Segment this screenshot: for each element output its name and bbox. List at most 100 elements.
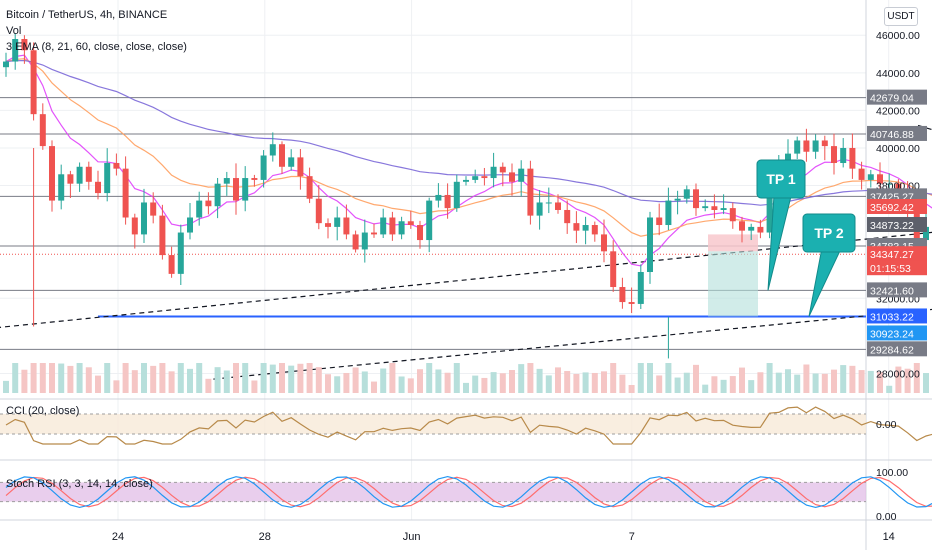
time-tick: 24	[112, 531, 124, 543]
candle-body	[702, 206, 709, 209]
candle-body	[251, 178, 258, 180]
candle	[205, 192, 212, 215]
level-tag-bg	[867, 282, 927, 298]
volume-legend[interactable]: Vol	[6, 25, 22, 37]
candle	[803, 128, 810, 162]
candle-body	[610, 251, 617, 288]
volume-bar	[233, 363, 239, 393]
volume-bar	[877, 372, 883, 393]
volume-bar	[76, 363, 83, 393]
volume-bar	[803, 364, 810, 393]
currency-button[interactable]: USDT	[884, 7, 918, 26]
candle	[840, 138, 847, 168]
volume-bar	[647, 363, 653, 393]
tp-callouts[interactable]: TP 1 TP 2	[756, 159, 856, 317]
level-tag-bg	[867, 89, 927, 105]
volume-bar	[490, 372, 497, 393]
volume-bar	[481, 377, 488, 393]
time-tick: 7	[629, 531, 635, 543]
stoch-tick: 0.00	[876, 511, 897, 523]
candle-body	[205, 200, 212, 207]
candle-body	[159, 215, 166, 256]
candle-body	[104, 163, 111, 194]
candle	[509, 163, 515, 196]
candle-body	[803, 140, 810, 152]
candle	[306, 167, 313, 204]
price-axis[interactable]: 46000.0044000.0042000.0040000.0038000.00…	[867, 30, 927, 523]
candle-body	[196, 200, 203, 218]
candle-body	[536, 202, 543, 216]
level-tag-text: 42679.04	[870, 93, 914, 105]
time-tick: 28	[259, 531, 271, 543]
candle	[361, 219, 368, 263]
volume-bar	[49, 363, 55, 393]
candle-body	[545, 202, 552, 204]
candle	[757, 219, 764, 239]
candle	[196, 191, 203, 226]
volume-bar	[150, 365, 157, 393]
support-tag-text: 31033.22	[870, 311, 914, 323]
candle	[334, 206, 341, 241]
volume-bar	[426, 363, 433, 393]
candle-body	[131, 217, 138, 235]
level-tag: 42679.04	[867, 89, 927, 105]
candle	[481, 167, 488, 186]
ema-tag-text: 34873.22	[870, 220, 914, 232]
trend-lines	[0, 124, 932, 380]
candle-body	[306, 176, 313, 199]
candle	[269, 132, 276, 162]
volume-bar	[711, 376, 718, 393]
candle-body	[729, 208, 736, 222]
candle-body	[481, 176, 488, 179]
candle	[12, 33, 19, 70]
countdown-tag-text: 01:15:53	[870, 263, 911, 275]
candle	[812, 134, 819, 159]
candle	[407, 210, 414, 229]
volume-bar	[904, 368, 911, 393]
level-tag-text: 29284.62	[870, 344, 914, 356]
candle	[426, 197, 433, 253]
volume-bar	[67, 365, 74, 393]
candle	[527, 160, 534, 225]
level-tag: 32421.60	[867, 282, 927, 298]
candle	[168, 246, 175, 278]
candle	[582, 216, 589, 245]
level-tag: 40746.88	[867, 125, 927, 141]
candle	[21, 35, 28, 64]
time-axis[interactable]: 2428Jun7142125Jul	[112, 531, 932, 543]
candle-body	[582, 225, 589, 231]
candle	[233, 163, 239, 215]
candle-body	[527, 168, 534, 216]
tp2-callout-box	[802, 213, 856, 253]
volume-bar	[683, 372, 690, 393]
candle-body	[647, 217, 653, 272]
candle	[352, 230, 359, 253]
candle-body	[628, 302, 635, 304]
volume-bar	[30, 363, 37, 393]
candle	[702, 199, 709, 212]
volume-bar	[766, 363, 773, 393]
volume-bar	[628, 385, 635, 393]
countdown-tag: 01:15:53	[867, 260, 927, 276]
candle	[472, 169, 479, 184]
volume-bar	[288, 365, 295, 393]
candle-body	[58, 174, 65, 201]
candle	[729, 202, 736, 229]
long-position-tool[interactable]	[708, 234, 758, 317]
ema-legend[interactable]: 3 EMA (8, 21, 60, close, close, close)	[6, 41, 187, 53]
candle	[297, 148, 304, 190]
candle-body	[812, 140, 819, 152]
volume-bar	[269, 364, 276, 393]
volume-bar	[205, 378, 212, 393]
volume-bar	[334, 376, 341, 393]
price-tick: 42000.00	[876, 105, 920, 117]
support-tag: 31033.22	[867, 308, 927, 324]
candle-body	[573, 223, 580, 231]
volume-bar	[113, 380, 120, 393]
volume-bar	[435, 369, 442, 393]
candle-body	[601, 234, 607, 252]
cci-legend: CCI (20, close)	[6, 405, 79, 417]
stoch-tick: 100.00	[876, 467, 908, 479]
candle	[490, 152, 497, 188]
